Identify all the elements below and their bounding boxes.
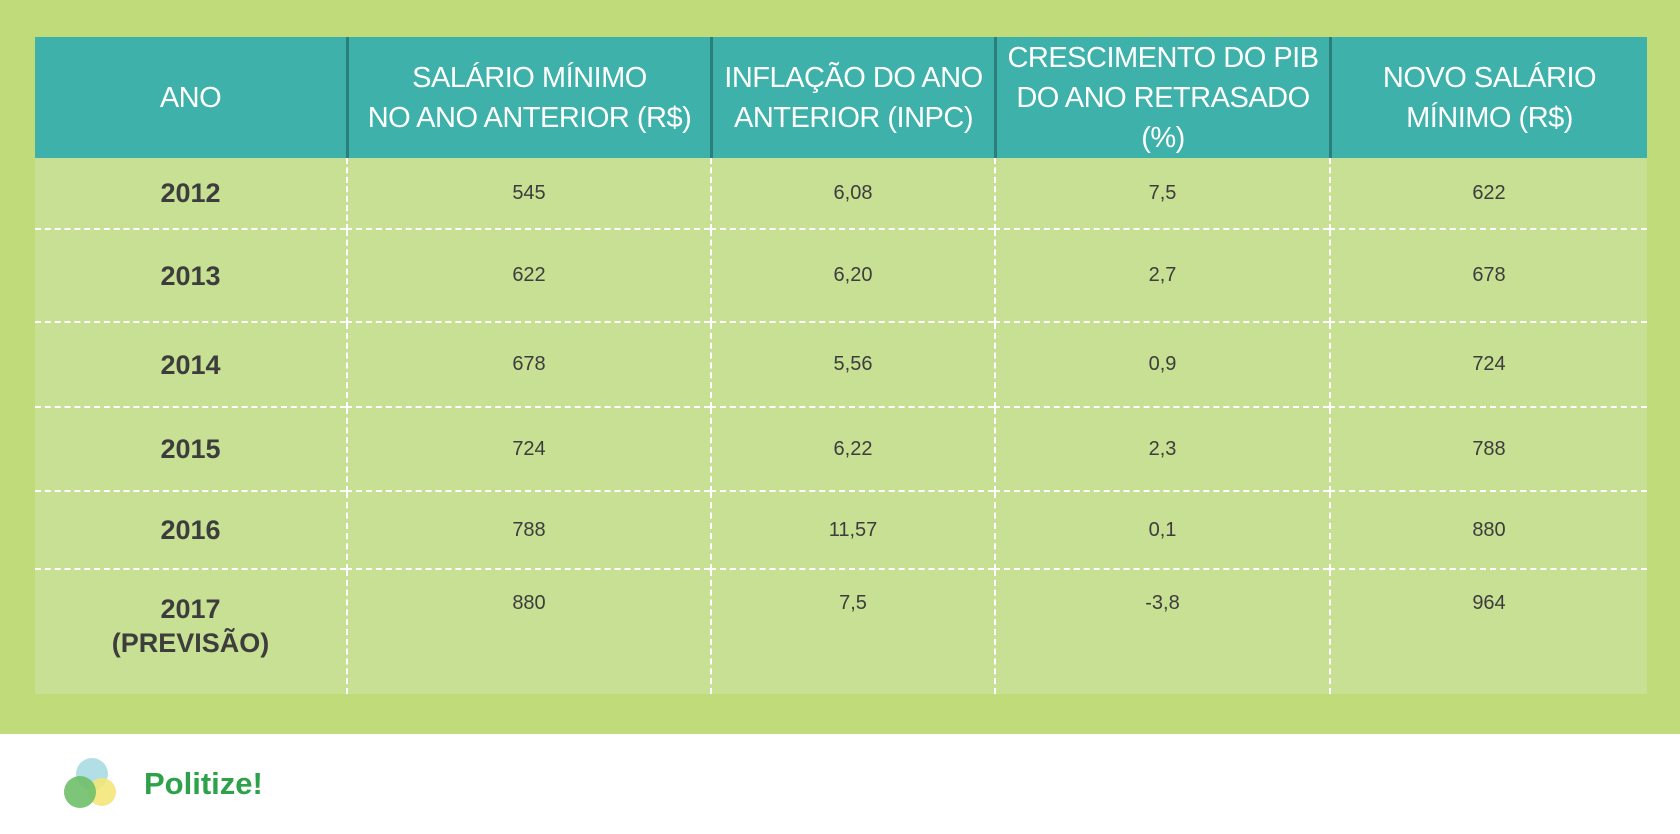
value-cell: 622: [346, 230, 710, 323]
cell-text: 2017: [160, 594, 221, 624]
value-cell: 6,20: [710, 230, 994, 323]
value-cell: 11,57: [710, 492, 994, 570]
header-cell: CRESCIMENTO DO PIB DO ANO RETRASADO (%): [994, 37, 1329, 158]
value-cell: 788: [346, 492, 710, 570]
value-cell: 788: [1329, 408, 1647, 492]
header-cell: INFLAÇÃO DO ANO ANTERIOR (INPC): [710, 37, 994, 158]
cell-text: 2016: [160, 515, 221, 545]
value-cell: -3,8: [994, 570, 1329, 694]
value-cell: 724: [1329, 323, 1647, 408]
cell-text: NOVO SALÁRIO: [1382, 61, 1597, 94]
cell-text: 2013: [160, 260, 221, 291]
cell-text: SALÁRIO MÍNIMO: [412, 61, 647, 94]
cell-text: NO ANO ANTERIOR (R$): [367, 101, 692, 134]
year-cell: 2014: [35, 323, 346, 408]
value-cell: 2,7: [994, 230, 1329, 323]
cell-text: 2015: [160, 434, 221, 464]
cell-text: 2012: [160, 178, 221, 208]
value-cell: 7,5: [994, 158, 1329, 230]
cell-text: CRESCIMENTO DO PIB: [1007, 41, 1319, 74]
value-cell: 678: [1329, 230, 1647, 323]
year-cell: 2015: [35, 408, 346, 492]
value-cell: 6,22: [710, 408, 994, 492]
logo-icon: [64, 758, 116, 808]
cell-text: (PREVISÃO): [111, 628, 270, 658]
value-cell: 964: [1329, 570, 1647, 694]
cell-text: DO ANO RETRASADO (%): [1016, 81, 1310, 154]
cell-text: 2014: [160, 349, 221, 380]
value-cell: 2,3: [994, 408, 1329, 492]
brand-name: Politize!: [144, 766, 263, 801]
value-cell: 0,1: [994, 492, 1329, 570]
year-cell: 2017 (PREVISÃO): [35, 570, 346, 694]
value-cell: 7,5: [710, 570, 994, 694]
value-cell: 880: [346, 570, 710, 694]
value-cell: 6,08: [710, 158, 994, 230]
year-cell: 2012: [35, 158, 346, 230]
value-cell: 880: [1329, 492, 1647, 570]
value-cell: 724: [346, 408, 710, 492]
value-cell: 5,56: [710, 323, 994, 408]
value-cell: 678: [346, 323, 710, 408]
year-cell: 2013: [35, 230, 346, 323]
cell-text: ANO: [159, 81, 222, 114]
header-cell: ANO: [35, 37, 346, 158]
cell-text: MÍNIMO (R$): [1406, 101, 1573, 134]
year-cell: 2016: [35, 492, 346, 570]
value-cell: 545: [346, 158, 710, 230]
value-cell: 0,9: [994, 323, 1329, 408]
cell-text: INFLAÇÃO DO ANO: [724, 61, 983, 94]
header-cell: NOVO SALÁRIO MÍNIMO (R$): [1329, 37, 1647, 158]
cell-text: ANTERIOR (INPC): [734, 101, 974, 134]
value-cell: 622: [1329, 158, 1647, 230]
header-cell: SALÁRIO MÍNIMO NO ANO ANTERIOR (R$): [346, 37, 710, 158]
